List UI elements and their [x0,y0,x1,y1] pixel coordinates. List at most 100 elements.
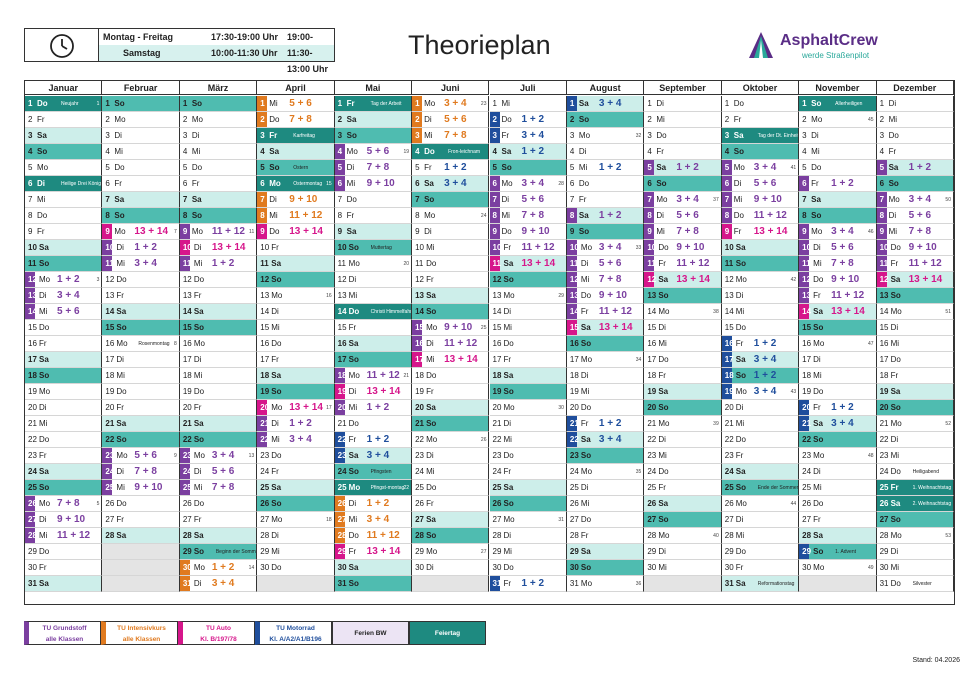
lesson-numbers: 7 + 8 [134,466,157,477]
legend-item-feiertag: Feiertag [409,621,486,645]
day-cell: 30 Mi [876,560,954,576]
day-cell: 2 Mo [102,112,180,128]
course-marker [179,224,190,239]
weekday: Di [733,179,742,188]
weekday: Mo [503,403,515,412]
lesson-numbers: 13 + 14 [366,546,401,557]
day-number: 23 [28,451,37,460]
day-cell: 1 Mi [489,96,567,112]
day-number: 22 [415,435,424,444]
course-marker [257,192,268,207]
course-marker [489,128,500,143]
weekday: Di [271,307,279,316]
day-number: 9 [647,227,652,236]
day-number: 11 [28,259,37,268]
weekday: Mi [116,371,125,380]
hours-slot1: 17:30-19:00 Uhr [211,32,279,42]
course-marker [489,192,500,207]
day-number: 26 [260,499,270,508]
day-number: 28 [105,531,115,540]
weekday: Mi [191,147,201,156]
day-number: 25 [182,483,192,492]
day-cell: 21 Mo 39 [644,416,722,432]
day-cell: 19 Sa [644,384,722,400]
day-cell: 22 Sa 3 + 4 [566,432,645,448]
day-number: 28 [260,531,270,540]
day-number: 16 [802,339,812,348]
day-number: 30 [337,563,347,572]
day-cell: 18 Di [566,368,645,384]
day-number: 24 [802,467,812,476]
day-cell: 14 Mo 51 [876,304,954,320]
weekday: Fr [346,99,355,108]
holiday-label: Christi Himmelfahrt [370,309,413,315]
clock-cell [25,29,99,61]
weekday: So [656,179,667,188]
weekday: Di [193,467,202,476]
day-number: 7 [337,195,343,204]
day-number: 28 [879,531,889,540]
day-cell: 27 Mo 31 [489,512,567,528]
legend-label: Feiertag [434,630,461,637]
day-cell: 1 Di [876,96,954,112]
weekday: Mo [39,499,51,508]
day-cell: 6 Fr [179,176,258,192]
lesson-numbers: 3 + 4 [521,178,545,189]
day-cell: 30 Fr [721,560,800,576]
day-number: 28 [182,531,192,540]
road-logo-icon [749,32,773,58]
day-cell: 11 So [721,256,800,272]
day-cell: 29 Di [876,544,954,560]
weekday: Fr [503,467,512,476]
weekday: So [735,371,746,380]
day-number: 16 [260,339,270,348]
holiday-label: 2. Weihnachtstag [912,501,952,507]
day-cell: 14 Mi 5 + 6 [25,304,103,320]
weekday: Mi [811,147,820,156]
weekday: Sa [578,211,589,220]
course-marker [566,416,577,431]
weekday: Sa [191,195,202,204]
day-cell: 16 Mo Rosenmontag 8 [102,336,180,352]
weekday: Sa [348,339,359,348]
day-cell: 31 Sa Reformationstag [721,576,800,592]
day-number: 5 [879,163,885,172]
weekday: Mi [39,531,48,540]
day-number: 13 [569,291,579,300]
day-number: 30 [492,563,502,572]
day-cell: 10 Fr 11 + 12 [489,240,567,256]
day-number: 15 [879,323,889,332]
day-number: 2 [647,115,652,124]
course-marker [412,320,423,335]
day-number: 8 [724,211,730,220]
day-cell: 22 Di [644,432,722,448]
lesson-numbers: 5 + 6 [57,306,80,317]
weekday: Sa [426,403,436,412]
day-cell: 8 Do 11 + 12 [721,208,800,224]
day-number: 28 [569,531,579,540]
week-number: 24 [480,213,487,219]
weekday: Do [813,275,824,284]
day-number: 4 [492,147,497,156]
day-number: 21 [260,419,270,428]
weekday: Di [191,131,200,140]
day-number: 2 [337,115,343,124]
day-number: 7 [415,195,420,204]
day-number: 6 [724,179,730,188]
day-cell: 29 Mo 27 [412,544,490,560]
day-cell: 27 Mo 18 [257,512,335,528]
lesson-numbers: 3 + 4 [831,226,854,237]
course-marker [334,496,345,511]
day-cell: 24 Di 7 + 8 [102,464,180,480]
day-number: 22 [492,435,502,444]
weekday: Fr [116,515,124,524]
day-cell: 9 Do 9 + 10 [489,224,567,240]
weekday: Do [580,515,592,524]
weekday: Fr [37,227,45,236]
weekday: So [890,291,901,300]
day-number: 14 [182,307,192,316]
day-number: 20 [337,403,347,412]
weekday: Fr [890,259,899,268]
weekday: So [348,467,359,476]
day-number: 11 [492,259,501,268]
